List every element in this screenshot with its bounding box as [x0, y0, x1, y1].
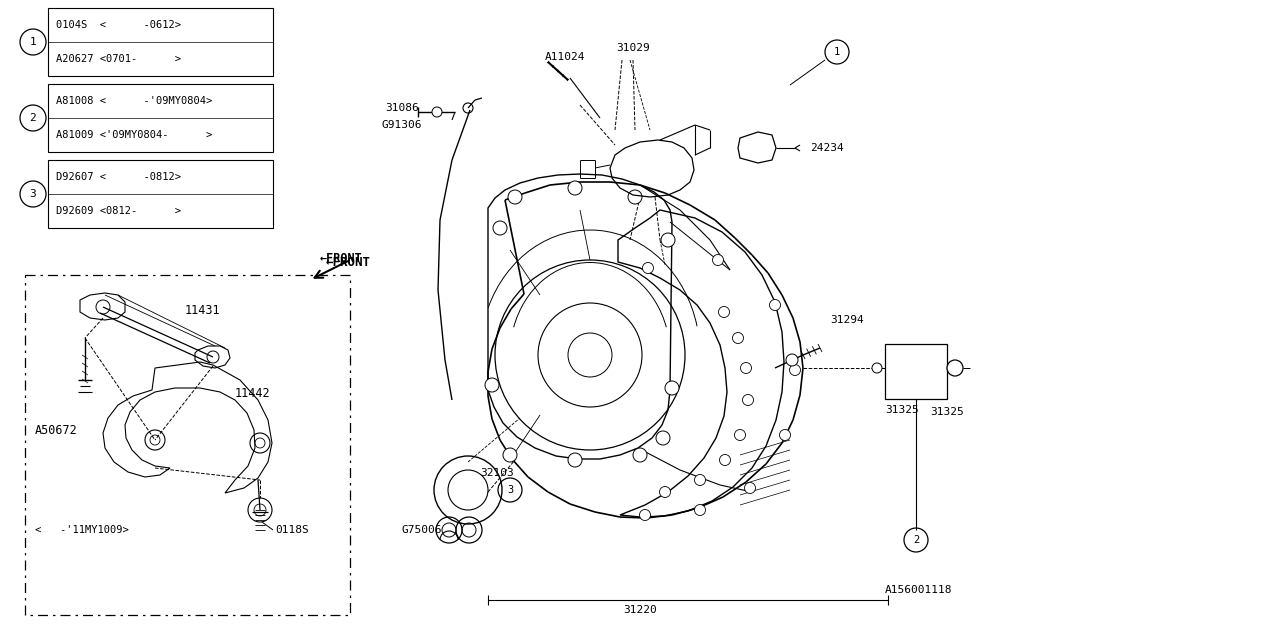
Circle shape [695, 474, 705, 486]
Text: G75006: G75006 [402, 525, 443, 535]
Circle shape [718, 307, 730, 317]
Circle shape [433, 107, 442, 117]
Circle shape [568, 453, 582, 467]
Circle shape [719, 454, 731, 465]
Text: A81008 <      -'09MY0804>: A81008 < -'09MY0804> [56, 96, 212, 106]
Circle shape [503, 448, 517, 462]
Text: ←FRONT: ←FRONT [326, 255, 371, 269]
Text: 0118S: 0118S [275, 525, 308, 535]
Text: A50672: A50672 [35, 424, 78, 436]
Text: 3: 3 [29, 189, 36, 199]
Text: D92607 <      -0812>: D92607 < -0812> [56, 172, 180, 182]
Text: 3: 3 [507, 485, 513, 495]
Circle shape [568, 181, 582, 195]
Circle shape [695, 504, 705, 515]
Circle shape [640, 509, 650, 520]
Circle shape [947, 360, 963, 376]
Text: A156001118: A156001118 [884, 585, 952, 595]
Text: 2: 2 [29, 113, 36, 123]
Circle shape [872, 363, 882, 373]
Text: A81009 <'09MY0804-      >: A81009 <'09MY0804- > [56, 130, 212, 140]
Circle shape [735, 429, 745, 440]
Circle shape [741, 362, 751, 374]
Circle shape [508, 190, 522, 204]
Text: <   -'11MY1009>: < -'11MY1009> [35, 525, 129, 535]
Circle shape [643, 262, 654, 273]
Text: 2: 2 [913, 535, 919, 545]
Circle shape [634, 448, 646, 462]
Circle shape [713, 255, 723, 266]
Text: 31325: 31325 [931, 407, 964, 417]
Circle shape [666, 381, 678, 395]
Circle shape [745, 483, 755, 493]
Circle shape [485, 378, 499, 392]
Circle shape [790, 365, 800, 376]
Text: 11442: 11442 [236, 387, 270, 399]
Text: G91108: G91108 [897, 368, 934, 378]
Text: 1: 1 [833, 47, 840, 57]
Text: 32103: 32103 [480, 468, 513, 478]
Text: G91306: G91306 [381, 120, 422, 130]
Text: 31086: 31086 [385, 103, 419, 113]
Text: A20627 <0701-      >: A20627 <0701- > [56, 54, 180, 64]
Circle shape [628, 190, 643, 204]
Circle shape [742, 394, 754, 406]
Circle shape [780, 429, 791, 440]
Text: 24234: 24234 [810, 143, 844, 153]
Text: 31325: 31325 [884, 405, 919, 415]
Circle shape [769, 300, 781, 310]
Circle shape [732, 333, 744, 344]
Text: ←FRONT: ←FRONT [320, 252, 362, 264]
Text: 31029: 31029 [616, 43, 650, 53]
Text: A11024: A11024 [545, 52, 585, 62]
Text: D92609 <0812-      >: D92609 <0812- > [56, 206, 180, 216]
Circle shape [493, 221, 507, 235]
Circle shape [657, 431, 669, 445]
Text: 11431: 11431 [186, 303, 220, 317]
Text: 31220: 31220 [623, 605, 657, 615]
Text: 1: 1 [29, 37, 36, 47]
Circle shape [659, 486, 671, 497]
FancyBboxPatch shape [884, 344, 947, 399]
Circle shape [786, 354, 797, 366]
Circle shape [660, 233, 675, 247]
Text: 31294: 31294 [829, 315, 864, 325]
Text: 0104S  <      -0612>: 0104S < -0612> [56, 20, 180, 30]
